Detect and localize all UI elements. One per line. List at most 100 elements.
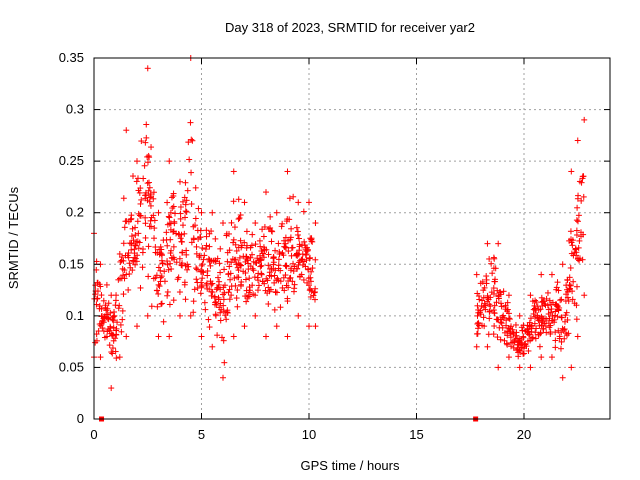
data-point <box>195 205 202 212</box>
data-point <box>277 304 284 311</box>
data-point <box>300 276 307 283</box>
data-point <box>144 180 151 187</box>
data-point <box>265 300 272 307</box>
data-point <box>178 231 185 238</box>
data-point <box>120 240 127 247</box>
data-point <box>109 331 116 338</box>
data-point <box>252 220 259 227</box>
data-point <box>581 292 588 299</box>
data-point <box>224 309 231 316</box>
data-point <box>545 310 552 317</box>
data-point <box>575 244 582 251</box>
data-point <box>270 259 277 266</box>
data-point <box>170 190 177 197</box>
data-point <box>580 193 587 200</box>
data-point <box>287 274 294 281</box>
data-point <box>299 242 306 249</box>
data-point <box>497 336 504 343</box>
data-point <box>307 274 314 281</box>
data-point <box>533 299 540 306</box>
data-point <box>247 263 254 270</box>
data-point <box>177 215 184 222</box>
data-point <box>132 232 139 239</box>
data-point <box>138 196 145 203</box>
data-point <box>142 234 149 241</box>
data-point <box>565 330 572 337</box>
data-point <box>238 244 245 251</box>
data-point <box>180 222 187 229</box>
data-point <box>306 287 313 294</box>
data-point <box>113 325 120 332</box>
data-point <box>143 121 150 128</box>
data-point <box>187 312 194 319</box>
y-tick-label: 0.05 <box>59 359 84 374</box>
grid-lines <box>94 58 610 419</box>
data-point <box>559 374 566 381</box>
data-point <box>561 326 568 333</box>
data-point <box>275 256 282 263</box>
data-point <box>255 277 262 284</box>
data-point <box>559 261 566 268</box>
data-point <box>544 302 551 309</box>
data-point <box>212 235 219 242</box>
data-point <box>146 154 153 161</box>
data-point <box>260 254 267 261</box>
data-point <box>512 321 519 328</box>
data-point <box>98 292 105 299</box>
data-point <box>477 309 484 316</box>
data-point <box>220 220 226 227</box>
data-point <box>235 216 242 223</box>
data-point <box>199 244 206 251</box>
data-point <box>544 289 551 296</box>
data-point <box>217 245 224 252</box>
data-point <box>312 296 319 303</box>
data-point <box>271 272 278 279</box>
data-point <box>568 364 575 371</box>
data-point <box>198 333 205 340</box>
data-point <box>554 313 561 320</box>
data-point <box>133 178 140 185</box>
data-point <box>243 242 250 249</box>
data-point <box>473 271 480 278</box>
data-point <box>225 270 232 277</box>
data-point <box>581 116 588 123</box>
data-point <box>516 312 523 319</box>
data-point <box>145 187 152 194</box>
data-point <box>224 258 231 265</box>
data-point <box>123 127 130 134</box>
y-axis: 0 0.05 0.1 0.15 0.2 0.25 0.3 0.35 <box>59 50 610 426</box>
data-point <box>158 257 165 264</box>
data-point <box>285 277 292 284</box>
data-point <box>307 293 314 300</box>
data-point <box>95 328 102 335</box>
data-point <box>145 273 152 280</box>
data-point <box>136 239 143 246</box>
data-point <box>107 309 114 316</box>
data-point <box>258 262 265 269</box>
data-point <box>102 302 109 309</box>
data-point <box>106 342 113 349</box>
data-point <box>509 326 516 333</box>
data-point <box>118 275 125 282</box>
data-point <box>293 251 300 258</box>
data-point <box>299 262 306 269</box>
y-tick-label: 0.25 <box>59 153 84 168</box>
data-points <box>91 55 588 422</box>
chart-title: Day 318 of 2023, SRMTID for receiver yar… <box>225 20 475 35</box>
x-tick-label: 0 <box>90 427 97 442</box>
data-point <box>524 338 531 345</box>
data-point <box>134 175 141 182</box>
data-point <box>204 268 211 275</box>
data-point <box>495 295 502 302</box>
data-point <box>494 287 501 294</box>
data-point <box>155 281 162 288</box>
data-point <box>123 271 130 278</box>
data-point <box>578 197 585 204</box>
data-point <box>252 259 259 266</box>
data-point <box>132 255 139 262</box>
data-point <box>125 250 132 257</box>
data-point <box>166 158 173 165</box>
data-point <box>176 255 183 262</box>
data-point <box>532 329 539 336</box>
data-point <box>223 230 230 237</box>
